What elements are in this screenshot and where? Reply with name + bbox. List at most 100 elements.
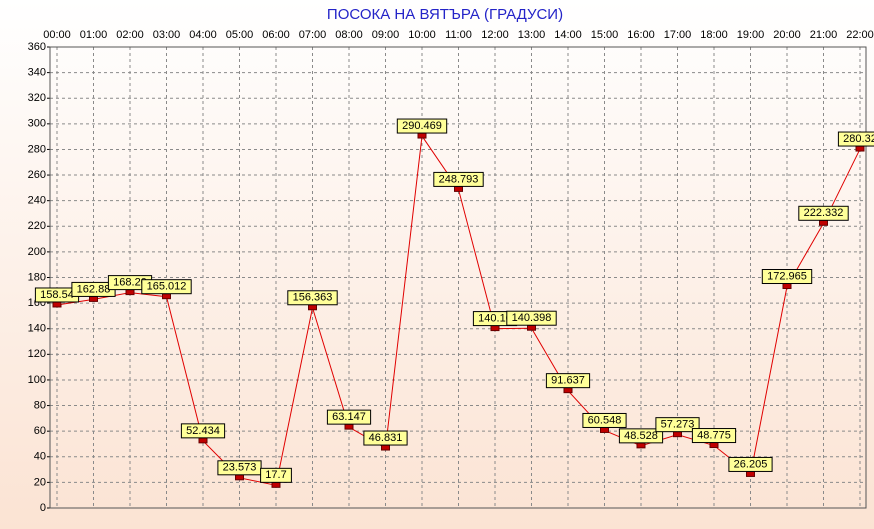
value-label-box	[396, 118, 448, 134]
marker	[490, 325, 500, 332]
value-label: 23.573	[223, 462, 257, 474]
value-label: 26.205	[734, 458, 768, 470]
value-label: 165.012	[147, 281, 187, 293]
marker	[563, 387, 573, 394]
marker	[125, 289, 135, 296]
x-tick-label: 06:00	[262, 29, 290, 41]
x-tick-label: 01:00	[80, 29, 108, 41]
y-tick-label: 20	[34, 476, 46, 488]
value-label-box	[837, 131, 874, 147]
value-label: 156.363	[293, 292, 333, 304]
value-label: 162.88	[77, 283, 111, 295]
x-tick-label: 08:00	[335, 29, 363, 41]
x-tick-label: 09:00	[372, 29, 400, 41]
x-tick-label: 21:00	[810, 29, 838, 41]
y-tick-label: 340	[28, 67, 46, 79]
y-tick-label: 80	[34, 399, 46, 411]
x-tick-label: 16:00	[627, 29, 655, 41]
marker	[673, 431, 682, 438]
value-label: 17.7	[265, 469, 286, 481]
value-label-box	[260, 467, 292, 483]
x-tick-label: 17:00	[664, 29, 692, 41]
value-label: 91.637	[551, 375, 585, 387]
x-tick-label: 12:00	[481, 29, 509, 41]
chart-title: ПОСОКА НА ВЯТЪРА (ГРАДУСИ)	[327, 6, 563, 23]
value-label-box	[180, 423, 226, 439]
value-label: 168.20	[113, 277, 147, 289]
value-label-box	[217, 460, 262, 476]
marker	[417, 132, 427, 139]
value-label: 52.434	[186, 425, 220, 437]
value-label-box	[506, 310, 557, 326]
marker	[89, 295, 98, 302]
marker	[308, 304, 317, 311]
x-tick-label: 15:00	[591, 29, 619, 41]
y-tick-label: 0	[40, 502, 46, 514]
value-label-box	[691, 428, 737, 444]
marker	[782, 283, 792, 290]
value-label: 57.273	[661, 419, 695, 431]
value-label: 48.775	[697, 429, 731, 441]
y-tick-label: 240	[28, 195, 46, 207]
marker	[198, 437, 208, 444]
value-label-box	[798, 205, 849, 221]
value-label-box	[618, 428, 664, 444]
value-label: 46.831	[369, 432, 403, 444]
value-label-box	[326, 409, 372, 425]
y-tick-label: 220	[28, 220, 46, 232]
x-tick-label: 07:00	[299, 29, 327, 41]
marker	[527, 324, 536, 331]
marker	[454, 185, 463, 192]
marker	[235, 474, 244, 481]
y-tick-label: 320	[28, 92, 46, 104]
y-tick-label: 200	[28, 246, 46, 258]
marker	[855, 145, 865, 152]
x-tick-label: 13:00	[518, 29, 546, 41]
value-label-box	[433, 171, 484, 187]
value-label-box	[141, 279, 192, 295]
y-tick-label: 180	[28, 271, 46, 283]
y-tick-label: 260	[28, 169, 46, 181]
value-label-box	[363, 430, 408, 446]
value-label-box	[728, 456, 773, 472]
y-tick-label: 300	[28, 118, 46, 130]
marker	[52, 301, 62, 308]
y-tick-label: 100	[28, 374, 46, 386]
value-label-box	[655, 417, 700, 433]
value-label: 63.147	[332, 411, 366, 423]
value-label-box	[761, 269, 813, 285]
y-tick-label: 60	[34, 425, 46, 437]
value-label: 280.32	[843, 133, 874, 145]
x-tick-label: 22:00	[846, 29, 874, 41]
x-tick-label: 18:00	[700, 29, 728, 41]
marker	[819, 219, 828, 226]
x-tick-label: 11:00	[445, 29, 472, 41]
value-label: 140.398	[512, 312, 552, 324]
value-label: 290.469	[402, 120, 442, 132]
y-tick-label: 360	[28, 41, 46, 53]
x-tick-label: 10:00	[408, 29, 436, 41]
x-tick-label: 04:00	[189, 29, 217, 41]
value-label: 248.793	[439, 173, 479, 185]
x-tick-label: 20:00	[773, 29, 801, 41]
x-tick-label: 02:00	[116, 29, 144, 41]
marker	[709, 442, 719, 449]
x-tick-label: 00:00	[43, 29, 71, 41]
value-label: 158.54	[40, 289, 74, 301]
marker	[162, 293, 171, 300]
marker	[746, 470, 755, 477]
value-label-box	[287, 290, 338, 306]
plot-frame	[49, 46, 867, 509]
value-label: 172.965	[767, 270, 807, 282]
value-label-box	[545, 373, 591, 389]
marker	[344, 423, 354, 430]
marker	[381, 444, 390, 451]
y-tick-label: 280	[28, 143, 46, 155]
value-label: 60.548	[588, 414, 622, 426]
marker	[600, 426, 609, 433]
value-label-box	[582, 412, 627, 428]
x-tick-label: 05:00	[226, 29, 254, 41]
y-tick-label: 140	[28, 323, 46, 335]
